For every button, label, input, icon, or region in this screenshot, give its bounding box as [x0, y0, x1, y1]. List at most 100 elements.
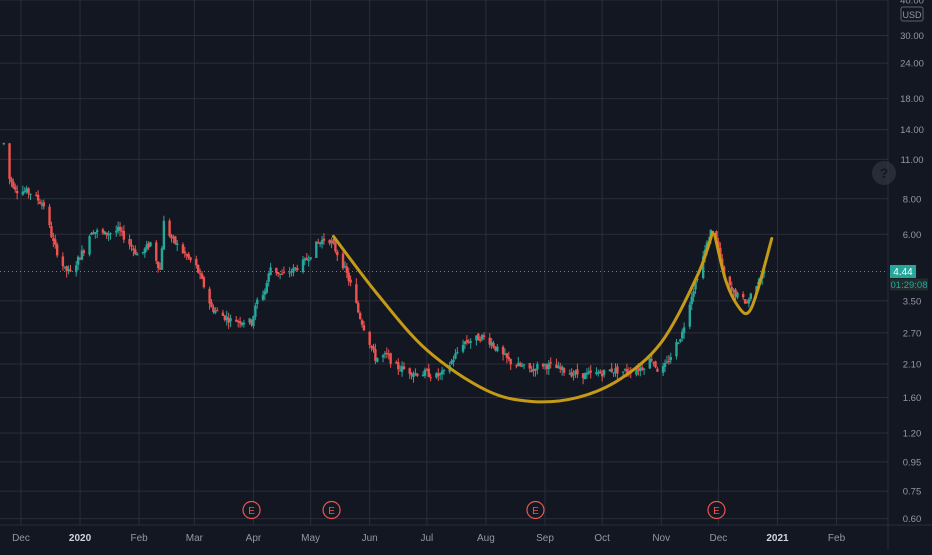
candle [122, 225, 126, 244]
pattern-curve-cup[interactable] [331, 230, 715, 404]
earnings-marker[interactable]: E [707, 500, 726, 520]
candle [381, 354, 385, 363]
candle [568, 369, 571, 375]
candle [109, 232, 112, 240]
candle [38, 199, 42, 205]
y-tick-label: 0.60 [903, 514, 922, 525]
currency-label: USD [902, 10, 922, 20]
candle [360, 318, 364, 328]
candle [534, 368, 537, 377]
candle [296, 264, 299, 272]
candle [652, 361, 655, 367]
candle [187, 251, 190, 260]
candle [156, 261, 160, 273]
last-price-tag: 4.44 01:29:08 [890, 264, 928, 291]
candle [55, 242, 59, 258]
candle [488, 333, 491, 348]
candle [145, 240, 148, 252]
y-tick-label: 1.20 [903, 429, 922, 440]
candle [602, 369, 606, 378]
candle [307, 255, 310, 267]
candle [292, 264, 295, 277]
candle [690, 292, 693, 311]
candle [654, 360, 657, 369]
candle [467, 338, 470, 344]
x-tick-label: 2020 [69, 533, 92, 544]
x-tick-label: Apr [246, 533, 262, 544]
candle [202, 275, 206, 289]
candle [174, 235, 177, 245]
candle [370, 345, 373, 352]
candle [680, 328, 684, 342]
x-tick-label: Jun [362, 533, 378, 544]
candle [612, 372, 615, 377]
candle [570, 368, 573, 378]
candle [692, 288, 695, 302]
earnings-marker[interactable]: E [526, 500, 545, 520]
candle [229, 314, 232, 328]
candle [661, 362, 665, 377]
candle [530, 365, 533, 373]
candle [265, 280, 268, 295]
candle [263, 288, 267, 301]
candle [120, 226, 124, 237]
candle [475, 335, 478, 346]
pattern-curve-handle[interactable] [713, 232, 774, 316]
candle [69, 264, 72, 273]
earnings-marker[interactable]: E [242, 500, 261, 520]
candle [581, 372, 585, 385]
candle [614, 363, 617, 377]
candle [67, 265, 70, 275]
candle [465, 335, 469, 345]
currency-badge[interactable] [900, 6, 924, 22]
candle [383, 350, 387, 359]
candle [277, 271, 280, 278]
earnings-label: E [328, 506, 335, 517]
candle [536, 361, 539, 375]
y-tick-label: 40.00 [900, 0, 924, 7]
candle [332, 237, 335, 245]
earnings-marker[interactable]: E [322, 500, 341, 520]
candle [223, 314, 227, 322]
candle [95, 228, 99, 239]
candle [130, 239, 133, 252]
candle [118, 222, 122, 237]
help-icon[interactable]: ? [872, 161, 896, 185]
candle [256, 297, 259, 309]
candle [583, 372, 587, 380]
candle [88, 234, 91, 257]
candle [482, 332, 486, 340]
candle [675, 338, 678, 360]
candle [278, 273, 282, 280]
candle [227, 312, 230, 329]
candle [505, 352, 509, 364]
candle [385, 347, 389, 359]
x-tick-label: Jul [420, 533, 433, 544]
candle [490, 337, 493, 350]
y-tick-label: 1.60 [903, 393, 922, 404]
candle [730, 281, 733, 293]
candle [52, 232, 55, 247]
candle [549, 357, 552, 369]
candle [412, 371, 415, 383]
svg-text:?: ? [880, 165, 889, 181]
candle [320, 235, 324, 249]
candle [408, 367, 411, 379]
candle [623, 368, 627, 372]
candle [160, 245, 164, 270]
candle [181, 242, 185, 255]
candle [421, 371, 425, 377]
candle [355, 278, 358, 304]
candle [328, 239, 331, 246]
candle [280, 269, 284, 275]
candle [225, 310, 228, 326]
candle [318, 241, 322, 248]
x-tick-label: Dec [710, 533, 728, 544]
candle [242, 319, 246, 328]
candle [479, 336, 482, 343]
candle [36, 190, 40, 205]
candle [349, 275, 352, 287]
